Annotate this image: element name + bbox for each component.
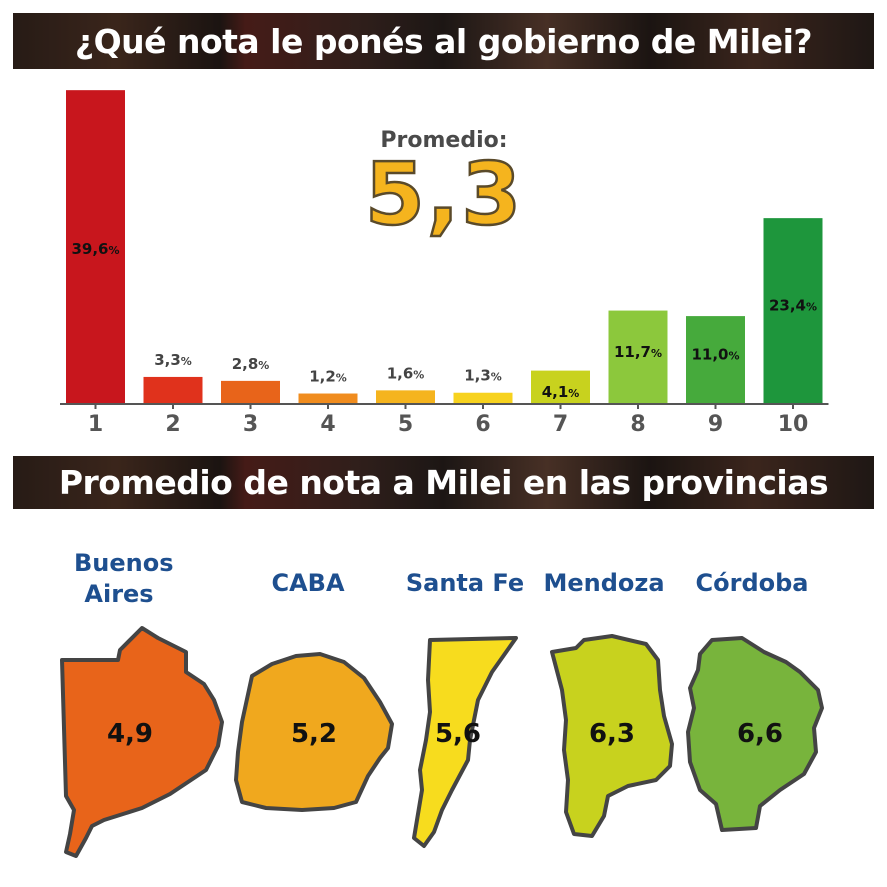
bar-value-label: 2,8% bbox=[232, 355, 270, 373]
x-tick-label: 3 bbox=[243, 412, 258, 437]
bar-value-label: 1,6% bbox=[387, 364, 425, 382]
provinces-title: Promedio de nota a Milei en las provinci… bbox=[58, 463, 829, 502]
x-tick-label: 9 bbox=[708, 412, 723, 437]
x-tick-label: 5 bbox=[398, 412, 413, 437]
province-name-mendoza: Mendoza bbox=[543, 569, 665, 597]
average-label: Promedio: bbox=[380, 128, 508, 153]
bar-7 bbox=[531, 370, 590, 403]
bar-8 bbox=[608, 310, 668, 403]
x-tick-label: 2 bbox=[165, 412, 180, 437]
bar-3 bbox=[221, 380, 280, 403]
bar-value-label: 11,7% bbox=[614, 343, 662, 361]
bar-9 bbox=[686, 316, 745, 403]
bar-value-label: 39,6% bbox=[71, 240, 119, 258]
province-shape-buenos-aires bbox=[60, 626, 224, 858]
bar-value-label: 11,0% bbox=[691, 346, 739, 364]
bar-6 bbox=[453, 392, 513, 403]
bar-value-label: 23,4% bbox=[769, 297, 817, 315]
bar-1 bbox=[66, 90, 125, 403]
x-tick-label: 4 bbox=[320, 412, 335, 437]
x-tick-label: 10 bbox=[778, 412, 809, 437]
x-tick-label: 7 bbox=[553, 412, 568, 437]
province-value-buenos-aires: 4,9 bbox=[107, 719, 153, 749]
x-tick-label: 6 bbox=[475, 412, 490, 437]
bar-value-label: 1,3% bbox=[464, 367, 502, 385]
bar-chart: 39,6% 1 3,3% 2 2,8% 3 1,2% 4 1,6% 5 1,3% 6 4,1% 7 11,7… bbox=[60, 90, 829, 437]
province-name-caba: CABA bbox=[271, 569, 345, 597]
province-value-mendoza: 6,3 bbox=[589, 719, 635, 749]
province-shape-caba bbox=[234, 652, 394, 812]
province-value-caba: 5,2 bbox=[291, 719, 337, 749]
bar-value-label: 3,3% bbox=[154, 351, 192, 369]
x-tick-label: 8 bbox=[630, 412, 645, 437]
bar-5 bbox=[376, 390, 435, 403]
province-name-santa-fe: Santa Fe bbox=[405, 569, 525, 597]
bar-4 bbox=[298, 393, 358, 403]
x-tick-label: 1 bbox=[88, 412, 103, 437]
average-value: 5,3 bbox=[364, 145, 524, 245]
bar-value-label: 1,2% bbox=[309, 368, 347, 386]
province-value-cordoba: 6,6 bbox=[737, 719, 783, 749]
chart-title-banner: ¿Qué nota le ponés al gobierno de Milei? bbox=[13, 13, 874, 69]
province-value-santa-fe: 5,6 bbox=[435, 719, 481, 749]
provinces-title-banner: Promedio de nota a Milei en las provinci… bbox=[13, 456, 874, 509]
province-name-buenos-aires: Buenos Aires bbox=[74, 549, 174, 608]
province-shape-santa-fe bbox=[412, 636, 518, 848]
bar-2 bbox=[143, 376, 203, 403]
bar-10 bbox=[763, 218, 823, 403]
chart-title: ¿Qué nota le ponés al gobierno de Milei? bbox=[74, 21, 813, 61]
province-name-cordoba: Córdoba bbox=[695, 569, 809, 597]
province-shape-cordoba bbox=[686, 636, 824, 832]
province-shape-mendoza bbox=[550, 634, 674, 838]
bar-value-label: 4,1% bbox=[542, 383, 580, 401]
